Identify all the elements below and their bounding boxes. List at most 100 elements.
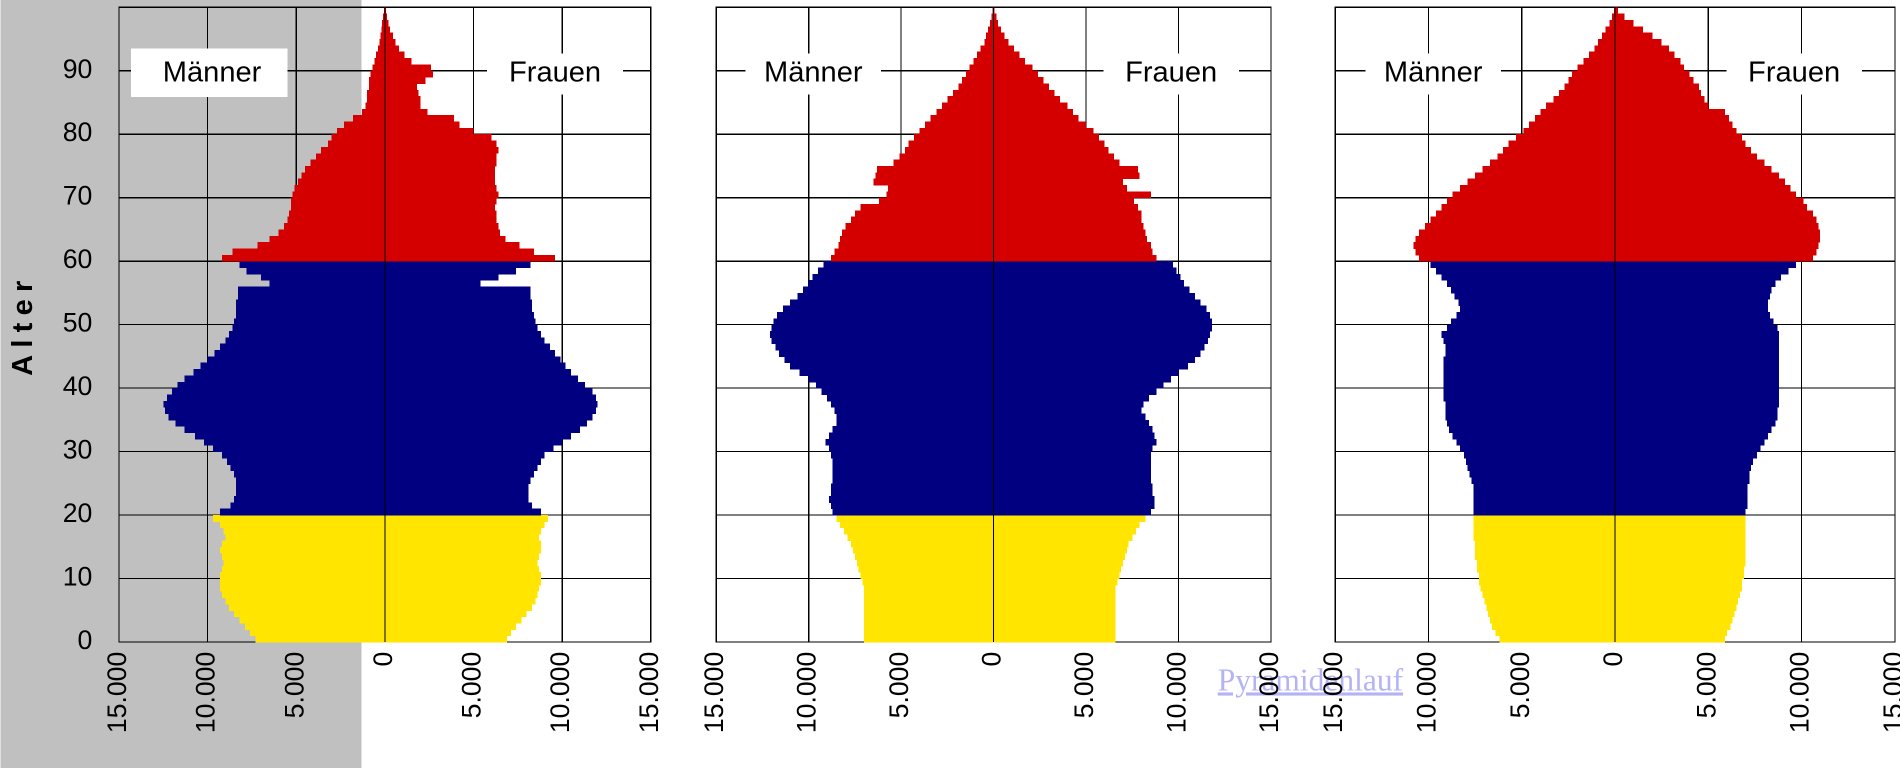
bar-right (993, 223, 1144, 230)
bar-left (941, 102, 994, 110)
bar-left (790, 299, 994, 307)
bar-right (384, 362, 566, 370)
bar-left (812, 273, 994, 281)
bar-right (993, 121, 1087, 129)
bar-right (993, 426, 1153, 434)
bar-right (993, 324, 1212, 332)
bar-right (1615, 635, 1726, 643)
bar-right (993, 603, 1116, 611)
bar-left (832, 426, 994, 434)
bar-left (370, 70, 385, 78)
bar-left (851, 540, 994, 548)
bar-left (1503, 146, 1616, 154)
bar-right (1615, 115, 1729, 123)
bar-right (384, 400, 598, 408)
bar-right (384, 629, 511, 637)
bar-left (220, 521, 385, 529)
bar-right (1615, 229, 1821, 237)
bar-left (328, 140, 385, 148)
bar-right (993, 476, 1151, 484)
legend-box (745, 53, 882, 95)
bar-left (212, 445, 385, 453)
bar-left (779, 350, 994, 357)
bar-left (864, 591, 994, 599)
bar-right (993, 165, 1138, 173)
bar-right (1615, 540, 1746, 548)
bar-right (384, 121, 460, 129)
bar-right (384, 45, 400, 53)
bar-right (1615, 64, 1685, 72)
bar-right (993, 318, 1212, 326)
x-tick-label: 0 (1598, 652, 1628, 667)
bar-left (1516, 134, 1616, 142)
bar-right (993, 407, 1142, 414)
x-tick-label: 5.000 (1069, 652, 1099, 719)
bar-right (993, 39, 1009, 46)
bar-left (1577, 64, 1616, 72)
legend-label: Männer (163, 57, 262, 89)
bar-right (1615, 388, 1780, 395)
bar-left (1475, 540, 1616, 548)
bar-left (1447, 324, 1616, 332)
bar-right (384, 356, 561, 364)
y-axis-label: Alter (7, 273, 39, 376)
y-tick-label: 90 (63, 54, 93, 84)
bar-right (1615, 191, 1796, 199)
x-tick-label: 10.000 (1412, 652, 1442, 733)
bar-right (384, 89, 419, 97)
bar-left (1445, 407, 1616, 414)
bar-left (239, 616, 385, 624)
bar-left (368, 77, 385, 84)
bar-left (969, 64, 994, 72)
bar-left (1523, 127, 1616, 135)
link[interactable]: Pyramidenlauf (1218, 662, 1404, 697)
bar-left (361, 108, 385, 116)
bar-right (993, 572, 1120, 580)
bar-right (1615, 407, 1778, 414)
bar-left (1473, 489, 1616, 497)
bar-right (384, 635, 508, 643)
bar-left (1540, 108, 1616, 116)
bar-left (239, 261, 385, 269)
bar-right (993, 45, 1014, 53)
bar-right (993, 515, 1146, 522)
bar-right (993, 58, 1026, 65)
bar-right (1615, 51, 1675, 59)
bar-left (290, 197, 385, 205)
x-tick-label: 10.000 (1785, 652, 1815, 733)
bar-right (993, 464, 1151, 472)
bar-left (830, 451, 994, 459)
bar-right (993, 527, 1137, 535)
bar-left (1594, 45, 1616, 53)
bar-left (331, 134, 385, 142)
bar-left (1484, 597, 1616, 605)
bar-right (1615, 337, 1780, 345)
bar-left (377, 45, 385, 53)
bar-right (993, 172, 1140, 180)
bar-left (888, 184, 994, 192)
bar-right (384, 508, 541, 516)
bar-right (993, 496, 1155, 503)
bar-right (384, 616, 522, 624)
bar-left (220, 546, 385, 554)
bar-left (220, 508, 385, 516)
bar-right (1615, 369, 1780, 376)
bar-right (993, 26, 1002, 34)
bar-right (1615, 610, 1735, 618)
bar-left (830, 483, 994, 491)
bar-left (236, 476, 385, 484)
bar-right (384, 445, 554, 453)
bar-left (1458, 299, 1616, 307)
bar-left (230, 464, 385, 472)
bar-right (384, 483, 529, 491)
bar-left (1441, 273, 1616, 281)
bar-left (856, 559, 994, 567)
y-tick-label: 50 (63, 308, 93, 338)
bar-right (993, 337, 1209, 345)
bar-right (1615, 70, 1690, 78)
bar-left (289, 210, 385, 218)
bar-left (829, 496, 994, 503)
bar-right (384, 292, 531, 300)
bar-right (993, 216, 1142, 224)
bar-right (1615, 159, 1765, 167)
